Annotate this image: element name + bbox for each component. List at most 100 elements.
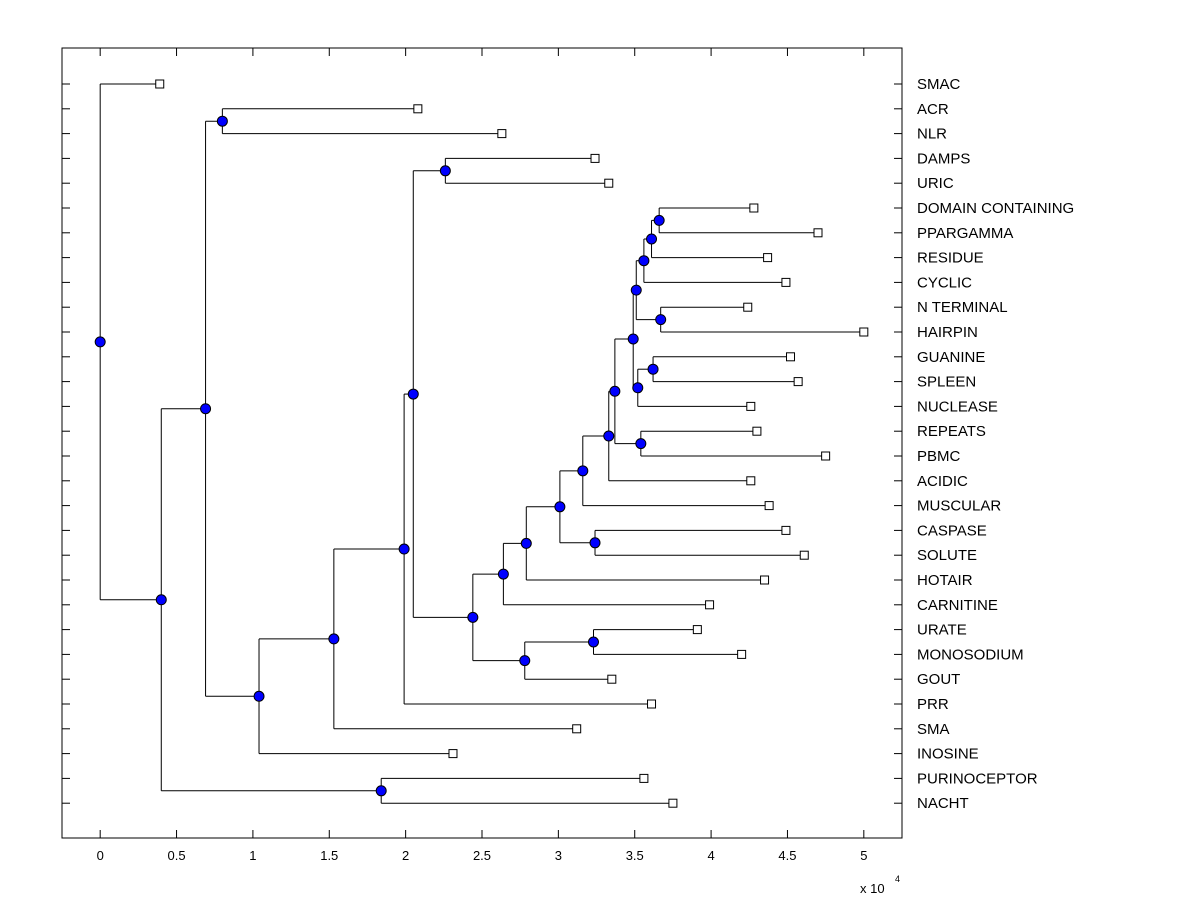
leaf-marker — [764, 501, 774, 511]
leaf-marker — [859, 327, 869, 337]
node-marker — [155, 594, 167, 606]
leaf-label: URATE — [917, 622, 967, 639]
x-tick-label: 2 — [402, 848, 409, 863]
x-tick-label: 3.5 — [626, 848, 644, 863]
leaf-label: INOSINE — [917, 746, 979, 763]
leaf-label: SOLUTE — [917, 547, 977, 564]
leaf-marker — [781, 525, 791, 535]
x-axis: 0 0.5 1 1.5 2 2.5 3 3.5 4 4.5 5 — [97, 48, 867, 863]
node-marker — [638, 255, 650, 267]
leaf-marker — [799, 550, 809, 560]
x-tick-label: 0.5 — [168, 848, 186, 863]
leaf-label: DAMPS — [917, 150, 970, 167]
leaf-label: DOMAIN CONTAINING — [917, 200, 1074, 217]
x-tick-label: 1 — [249, 848, 256, 863]
x-tick-label: 0 — [97, 848, 104, 863]
leaf-label: ACIDIC — [917, 473, 968, 490]
node-marker — [375, 785, 387, 797]
y-tick-marks — [62, 83, 902, 804]
node-marker — [655, 314, 667, 326]
leaf-label: SMAC — [917, 76, 961, 93]
node-marker — [253, 690, 265, 702]
leaf-label: NACHT — [917, 795, 969, 812]
leaf-label: SPLEEN — [917, 374, 976, 391]
leaf-marker — [155, 79, 165, 89]
leaf-marker — [737, 649, 747, 659]
leaf-label: HAIRPIN — [917, 324, 978, 341]
leaf-label: HOTAIR — [917, 572, 973, 589]
node-marker — [653, 214, 665, 226]
node-marker — [519, 655, 531, 667]
leaf-label: PPARGAMMA — [917, 225, 1013, 242]
leaf-marker — [743, 302, 753, 312]
leaf-marker — [781, 277, 791, 287]
leaf-label: RESIDUE — [917, 250, 984, 267]
node-marker — [577, 465, 589, 477]
leaf-label: CASPASE — [917, 522, 987, 539]
node-marker — [630, 284, 642, 296]
x-tick-label: 4.5 — [778, 848, 796, 863]
leaf-marker — [572, 724, 582, 734]
node-marker — [497, 568, 509, 580]
node-marker — [627, 333, 639, 345]
leaf-marker — [647, 699, 657, 709]
node-marker — [554, 501, 566, 513]
leaf-marker — [752, 426, 762, 436]
leaf-label: NLR — [917, 126, 947, 143]
x-scale-label: x 10 — [860, 881, 885, 896]
node-marker — [587, 636, 599, 648]
node-marker — [520, 537, 532, 549]
leaf-marker — [793, 377, 803, 387]
leaf-label: PURINOCEPTOR — [917, 770, 1038, 787]
x-scale-exponent: 4 — [895, 874, 900, 884]
leaf-label: GUANINE — [917, 349, 985, 366]
leaf-marker — [590, 153, 600, 163]
node-markers — [94, 115, 667, 797]
leaf-label: ACR — [917, 101, 949, 118]
node-marker — [94, 336, 106, 348]
leaf-label: N TERMINAL — [917, 299, 1008, 316]
leaf-label: GOUT — [917, 671, 960, 688]
x-tick-label: 3 — [555, 848, 562, 863]
node-marker — [647, 363, 659, 375]
node-marker — [646, 233, 658, 245]
leaf-label: REPEATS — [917, 423, 986, 440]
leaf-marker — [749, 203, 759, 213]
leaf-marker — [705, 600, 715, 610]
leaf-marker — [746, 401, 756, 411]
x-tick-label: 2.5 — [473, 848, 491, 863]
leaf-label: MONOSODIUM — [917, 646, 1024, 663]
leaf-marker — [821, 451, 831, 461]
x-tick-label: 5 — [860, 848, 867, 863]
leaf-label: MUSCULAR — [917, 498, 1001, 515]
leaf-marker — [604, 178, 614, 188]
node-marker — [398, 543, 410, 555]
leaf-label: URIC — [917, 175, 954, 192]
x-tick-label: 4 — [707, 848, 714, 863]
node-marker — [200, 403, 212, 415]
leaf-label: PBMC — [917, 448, 961, 465]
leaf-label: CYCLIC — [917, 274, 972, 291]
x-tick-label: 1.5 — [320, 848, 338, 863]
node-marker — [439, 165, 451, 177]
leaf-marker — [413, 104, 423, 114]
leaf-marker — [760, 575, 770, 585]
leaf-marker — [763, 253, 773, 263]
leaf-label: PRR — [917, 696, 949, 713]
node-marker — [589, 537, 601, 549]
leaf-label: CARNITINE — [917, 597, 998, 614]
node-marker — [609, 385, 621, 397]
plot-area — [61, 47, 903, 839]
leaf-marker — [692, 625, 702, 635]
leaf-marker — [639, 773, 649, 783]
leaf-marker — [786, 352, 796, 362]
leaf-marker — [668, 798, 678, 808]
node-marker — [467, 611, 479, 623]
leaf-marker — [448, 749, 458, 759]
node-marker — [216, 115, 228, 127]
leaf-labels: SMAC ACR NLR DAMPS URIC DOMAIN CONTAINING PPAR… — [917, 76, 1074, 812]
leaf-marker — [746, 476, 756, 486]
leaf-label: SMA — [917, 721, 950, 738]
leaf-markers — [155, 79, 869, 808]
node-marker — [603, 430, 615, 442]
